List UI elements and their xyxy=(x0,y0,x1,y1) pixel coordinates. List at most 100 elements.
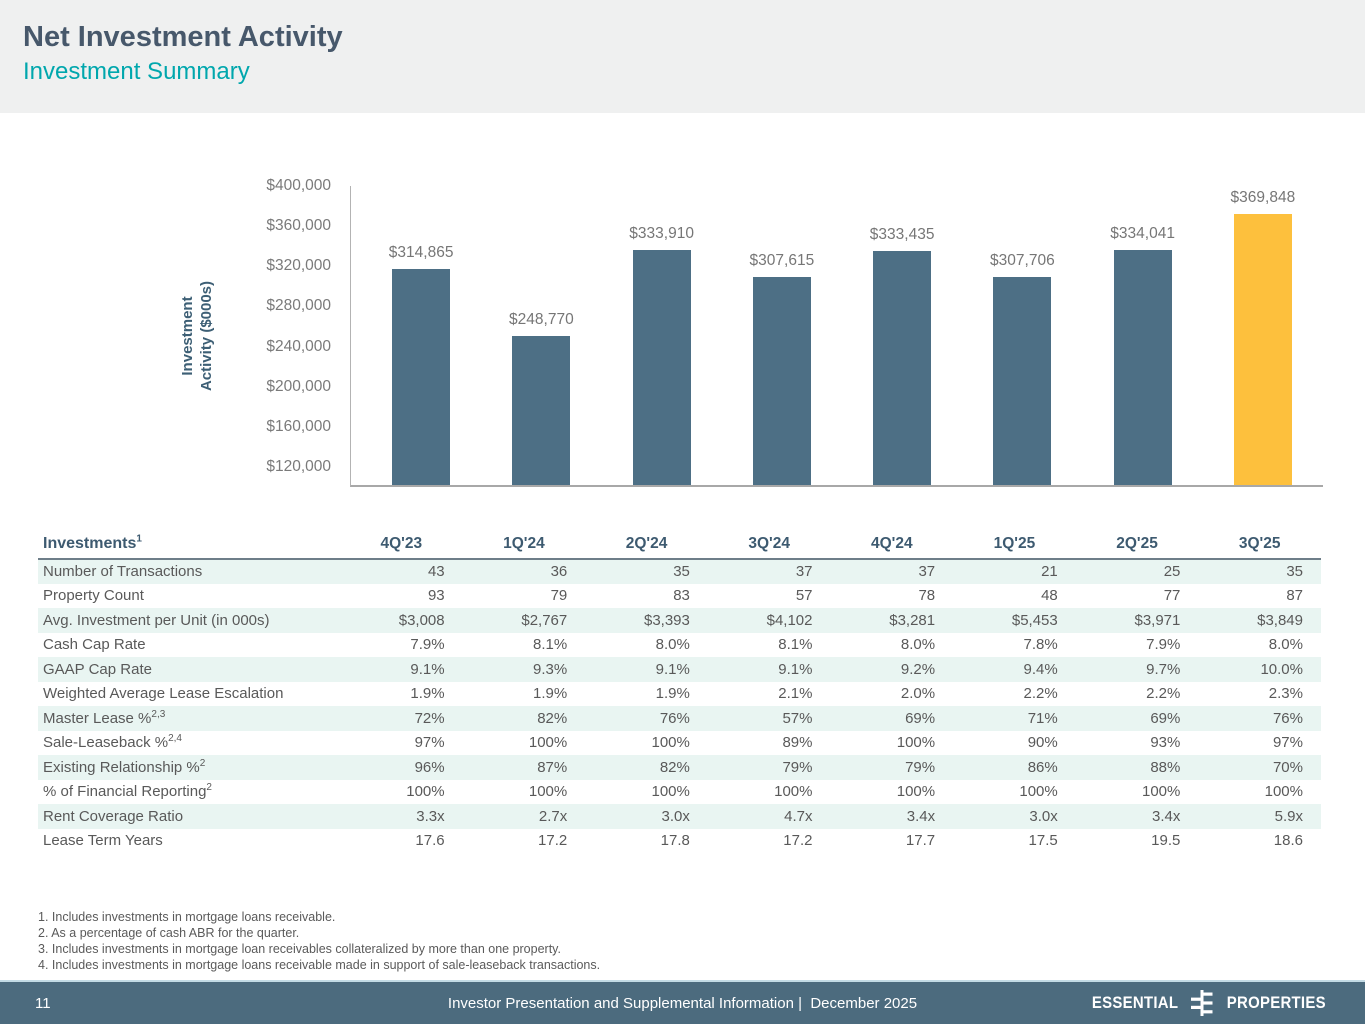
bar-value-label: $307,706 xyxy=(990,252,1055,269)
column-header-3Q'25: 3Q'25 xyxy=(1198,533,1321,560)
cell-value: 9.3% xyxy=(533,660,568,678)
column-header-1Q'25: 1Q'25 xyxy=(953,533,1076,560)
cell-value: 100% xyxy=(528,783,568,801)
cell-value: $2,767 xyxy=(521,611,568,629)
cell-value: $3,849 xyxy=(1257,611,1303,629)
cell-value: 17.5 xyxy=(1028,832,1058,850)
cell-value: 100% xyxy=(406,783,445,801)
cell-value: 69% xyxy=(905,709,936,727)
bar-slot-3Q'24: $307,615 xyxy=(722,186,842,485)
cell-value: 3.4x xyxy=(1152,807,1181,825)
y-axis-tick: $160,000 xyxy=(266,418,331,435)
cell-value: 17.6 xyxy=(415,832,445,850)
table-row: Sale-Leaseback %2,4 97% 100% 100% 89% 100% 90%… xyxy=(38,731,1321,756)
footnote: 4. Includes investments in mortgage loan… xyxy=(38,958,601,972)
table-row: Existing Relationship %2 96% 87% 82% 79% 79% 8… xyxy=(38,755,1321,780)
cell-value: 2.3% xyxy=(1268,685,1303,703)
cell-value: 79 xyxy=(550,587,568,605)
cell-value: 2.7x xyxy=(538,807,568,825)
y-axis-tick: $280,000 xyxy=(266,297,331,314)
cell-value: 19.5 xyxy=(1151,832,1181,850)
cell-value: 69% xyxy=(1150,709,1181,727)
cell-value: 7.9% xyxy=(1146,636,1181,654)
cell-value: 100% xyxy=(1142,783,1181,801)
table-row: Master Lease %2,3 72% 82% 76% 57% 69% 71% 69% 76… xyxy=(38,706,1321,731)
row-label: Master Lease %2,3 xyxy=(43,708,166,727)
cell-value: 17.8 xyxy=(660,832,690,850)
cell-value: 36 xyxy=(550,563,568,581)
cell-value: 71% xyxy=(1027,709,1058,727)
cell-value: 93 xyxy=(427,587,445,605)
logo-text-essential: ESSENTIAL xyxy=(1092,993,1179,1012)
cell-value: 87 xyxy=(1286,587,1303,605)
cell-value: 1.9% xyxy=(410,685,445,703)
cell-value: 8.0% xyxy=(1268,636,1303,654)
cell-value: 93% xyxy=(1150,734,1181,752)
row-label: Rent Coverage Ratio xyxy=(43,807,184,825)
table-row: Rent Coverage Ratio 3.3x 2.7x 3.0x 4.7x 3.4x 3… xyxy=(38,804,1321,829)
bar-slot-2Q'25: $334,041 xyxy=(1083,186,1203,485)
row-label: Lease Term Years xyxy=(43,832,163,850)
row-label: Weighted Average Lease Escalation xyxy=(43,685,284,703)
column-header-1Q'24: 1Q'24 xyxy=(462,533,586,560)
cell-value: $5,453 xyxy=(1011,611,1058,629)
column-header-4Q'24: 4Q'24 xyxy=(830,533,954,560)
column-header-2Q'25: 2Q'25 xyxy=(1075,533,1199,560)
cell-value: 3.0x xyxy=(661,807,690,825)
table-row: Avg. Investment per Unit (in 000s) $3,008… xyxy=(38,608,1321,633)
bar-slot-3Q'25: $369,848 xyxy=(1203,186,1323,485)
bar-value-label: $307,615 xyxy=(749,252,815,269)
cell-value: 8.0% xyxy=(900,636,936,654)
logo-text-properties: PROPERTIES xyxy=(1227,993,1327,1012)
bar-value-label: $248,770 xyxy=(509,311,574,328)
bar-slot-1Q'24: $248,770 xyxy=(481,186,601,485)
footnote: 2. As a percentage of cash ABR for the q… xyxy=(38,926,300,940)
bar-value-label: $333,435 xyxy=(869,226,935,243)
row-label: Sale-Leaseback %2,4 xyxy=(43,733,182,752)
cell-value: 100% xyxy=(651,783,690,801)
cell-value: 82% xyxy=(537,709,568,727)
cell-value: 17.2 xyxy=(783,832,813,850)
bar-3Q'24 xyxy=(752,277,811,485)
footnote: 1. Includes investments in mortgage loan… xyxy=(38,910,336,924)
cell-value: 89% xyxy=(782,734,813,752)
cell-value: 9.1% xyxy=(778,660,813,678)
cell-value: 76% xyxy=(1272,709,1303,727)
bar-3Q'25 xyxy=(1233,214,1292,485)
cell-value: 2.2% xyxy=(1023,685,1058,703)
y-axis-ticks: $400,000 $360,000 $320,000 $280,000 $240,000… xyxy=(200,177,331,487)
essential-properties-logo-icon xyxy=(1191,990,1213,1016)
cell-value: 4.7x xyxy=(784,807,813,825)
row-label: Cash Cap Rate xyxy=(43,636,146,654)
table-row: Weighted Average Lease Escalation 1.9% 1.9… xyxy=(38,682,1321,707)
cell-value: 3.3x xyxy=(416,807,445,825)
cell-value: 25 xyxy=(1163,563,1181,581)
page-number: 11 xyxy=(35,994,51,1012)
cell-value: 35 xyxy=(1286,563,1303,581)
y-axis-tick: $240,000 xyxy=(266,338,331,355)
footnotes: 1. Includes investments in mortgage loan… xyxy=(38,909,600,973)
y-axis-tick: $400,000 xyxy=(266,177,331,194)
cell-value: 2.1% xyxy=(778,685,813,703)
bar-1Q'25 xyxy=(993,277,1052,485)
table-row: Lease Term Years 17.6 17.2 17.8 17.2 17.7 17.5… xyxy=(38,829,1321,854)
page-subtitle: Investment Summary xyxy=(23,58,250,85)
page-title: Net Investment Activity xyxy=(23,21,343,53)
table-row: GAAP Cap Rate 9.1% 9.3% 9.1% 9.1% 9.2% 9.4% 9.7… xyxy=(38,657,1321,682)
cell-value: 79% xyxy=(905,758,936,776)
table-title: Investments1 xyxy=(38,533,340,560)
row-label: Existing Relationship %2 xyxy=(43,757,206,776)
cell-value: 17.7 xyxy=(905,832,936,850)
cell-value: $3,393 xyxy=(643,611,690,629)
cell-value: 87% xyxy=(537,758,568,776)
cell-value: 3.4x xyxy=(906,807,936,825)
table-row: % of Financial Reporting2 100% 100% 100% 100… xyxy=(38,780,1321,805)
cell-value: 76% xyxy=(659,709,690,727)
cell-value: 57% xyxy=(782,709,813,727)
cell-value: 100% xyxy=(528,734,568,752)
cell-value: 100% xyxy=(1019,783,1058,801)
cell-value: $3,971 xyxy=(1134,611,1181,629)
bar-value-label: $333,910 xyxy=(629,225,694,242)
row-label: % of Financial Reporting2 xyxy=(43,782,212,801)
